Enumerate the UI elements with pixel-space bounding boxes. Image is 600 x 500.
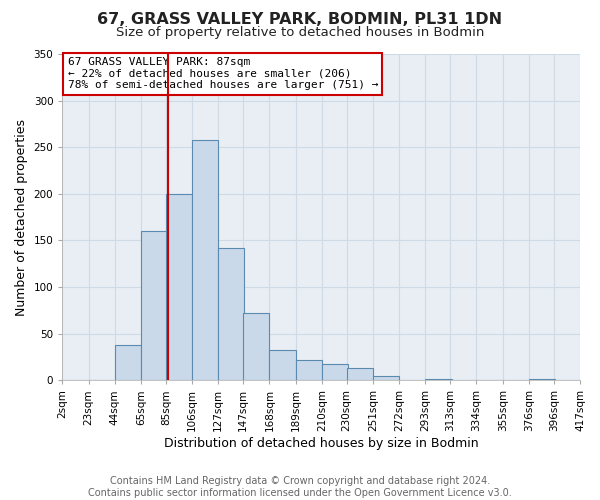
Bar	[296, 360, 322, 380]
Bar	[322, 364, 348, 380]
Bar	[115, 345, 141, 380]
X-axis label: Distribution of detached houses by size in Bodmin: Distribution of detached houses by size …	[164, 437, 478, 450]
Bar	[192, 140, 218, 380]
Bar	[347, 368, 373, 380]
Bar	[166, 194, 192, 380]
Bar	[243, 313, 269, 380]
Bar	[373, 376, 399, 380]
Bar	[218, 248, 244, 380]
Text: Size of property relative to detached houses in Bodmin: Size of property relative to detached ho…	[116, 26, 484, 39]
Text: Contains HM Land Registry data © Crown copyright and database right 2024.
Contai: Contains HM Land Registry data © Crown c…	[88, 476, 512, 498]
Bar	[141, 231, 167, 380]
Text: 67, GRASS VALLEY PARK, BODMIN, PL31 1DN: 67, GRASS VALLEY PARK, BODMIN, PL31 1DN	[97, 12, 503, 28]
Y-axis label: Number of detached properties: Number of detached properties	[15, 118, 28, 316]
Text: 67 GRASS VALLEY PARK: 87sqm
← 22% of detached houses are smaller (206)
78% of se: 67 GRASS VALLEY PARK: 87sqm ← 22% of det…	[68, 58, 378, 90]
Bar	[269, 350, 296, 380]
